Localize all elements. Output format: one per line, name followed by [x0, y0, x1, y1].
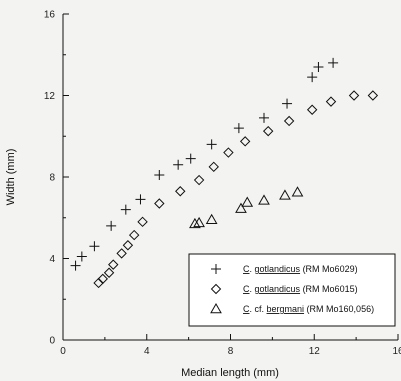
x-tick-label: 12 — [309, 346, 321, 357]
diamond-marker — [154, 198, 165, 209]
legend-triangle-icon — [210, 302, 222, 314]
diamond-marker — [262, 125, 274, 137]
legend-item: C. gotlandicus (RM Mo6029) — [211, 264, 358, 274]
legend-label: C. cf. bergmani (RM Mo160,056) — [243, 304, 374, 314]
plus-marker — [313, 61, 324, 72]
triangle-marker — [291, 186, 304, 197]
plus-marker — [154, 169, 165, 180]
triangle-marker — [189, 217, 201, 229]
plus-marker — [173, 159, 184, 170]
diamond-marker — [306, 104, 318, 115]
y-axis-ticks: 0 4 8 12 16 — [44, 10, 69, 347]
plus-marker — [120, 204, 131, 215]
diamond-marker — [193, 174, 205, 186]
x-axis-title: Median length (mm) — [181, 367, 279, 379]
y-axis-title: Width (mm) — [5, 149, 17, 206]
diamond-marker — [122, 240, 134, 251]
diamond-marker — [116, 248, 127, 259]
plus-marker — [307, 72, 318, 83]
x-tick-label: 8 — [228, 346, 234, 357]
y-tick-label: 16 — [44, 10, 56, 21]
triangle-marker — [258, 194, 270, 205]
legend-label: C. gotlandicus (RM Mo6015) — [243, 284, 358, 294]
diamond-marker — [223, 147, 234, 158]
plus-marker — [282, 98, 293, 109]
x-tick-label: 16 — [392, 346, 401, 357]
legend-label: C. gotlandicus (RM Mo6029) — [243, 264, 358, 274]
diamond-marker — [97, 273, 108, 285]
diamond-marker — [128, 229, 140, 241]
x-tick-label: 4 — [144, 346, 150, 357]
triangle-marker — [205, 213, 218, 225]
diamond-marker — [367, 90, 379, 101]
legend: C. gotlandicus (RM Mo6029) C. gotlandicus… — [188, 253, 396, 327]
legend-item: C. cf. bergmani (RM Mo160,056) — [210, 302, 374, 314]
legend-box — [188, 253, 396, 327]
y-tick-label: 12 — [44, 91, 56, 102]
plus-marker — [70, 260, 81, 271]
plus-marker — [185, 153, 196, 164]
diamond-marker — [208, 161, 219, 173]
diamond-marker — [325, 96, 337, 107]
y-tick-label: 4 — [49, 254, 55, 265]
diamond-marker — [108, 259, 119, 270]
plus-marker — [76, 251, 87, 262]
triangle-marker — [235, 202, 247, 213]
y-tick-label: 0 — [49, 336, 55, 347]
plus-marker — [206, 139, 217, 150]
legend-diamond-icon — [210, 283, 222, 295]
x-tick-label: 0 — [60, 346, 66, 357]
plus-marker — [135, 194, 146, 205]
triangle-marker — [279, 189, 291, 200]
plus-marker — [328, 57, 339, 68]
series-2 — [93, 90, 379, 289]
series-1 — [70, 57, 339, 271]
y-tick-label: 8 — [49, 173, 55, 184]
series-3 — [189, 186, 304, 229]
diamond-marker — [137, 216, 148, 228]
diamond-marker — [283, 115, 295, 127]
data-markers — [70, 57, 379, 289]
legend-item: C. gotlandicus (RM Mo6015) — [210, 283, 358, 295]
x-axis-ticks: 0 4 8 12 16 — [60, 334, 401, 357]
triangle-marker — [241, 196, 254, 207]
diamond-marker — [239, 136, 251, 147]
plus-marker — [233, 123, 244, 134]
legend-plus-icon — [211, 264, 221, 274]
diamond-marker — [93, 277, 104, 289]
diamond-marker — [175, 186, 186, 197]
plus-marker — [89, 241, 100, 252]
plus-marker — [259, 112, 269, 123]
triangle-marker — [193, 216, 205, 228]
plus-marker — [106, 220, 117, 231]
diamond-marker — [103, 267, 115, 278]
plot-area: 0 4 8 12 16 0 4 8 12 16 — [44, 10, 401, 358]
diamond-marker — [348, 90, 360, 101]
